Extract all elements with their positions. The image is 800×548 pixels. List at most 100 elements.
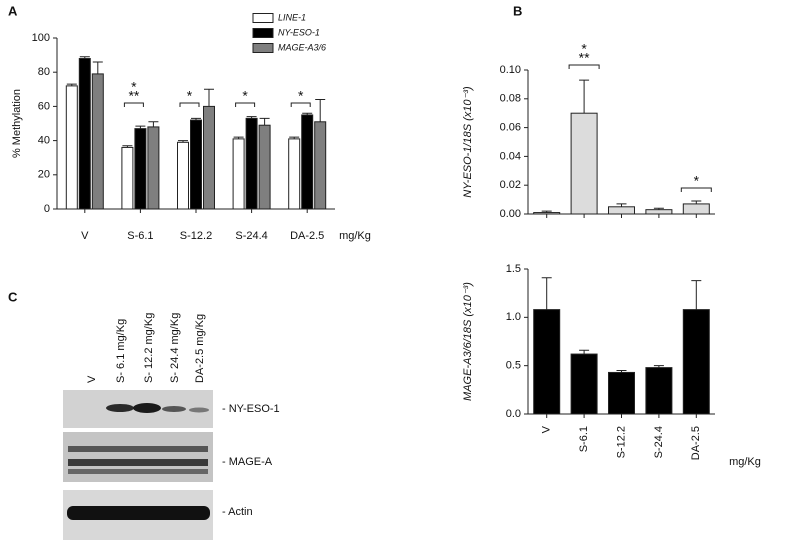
blot-band [67, 506, 210, 520]
bar [203, 105, 215, 210]
y-tick-label: 0.5 [506, 360, 521, 372]
error-bar [204, 88, 214, 107]
significance-bracket [680, 187, 712, 192]
error-bar [541, 277, 552, 310]
error-bar [541, 210, 552, 213]
bar [91, 73, 104, 210]
bar [682, 309, 710, 415]
bar [533, 212, 561, 215]
x-tick-label: S-12.2 [615, 426, 627, 458]
blot-band [68, 446, 208, 452]
bar [608, 371, 635, 415]
bar [301, 114, 314, 210]
error-bar [579, 349, 590, 355]
error-bar [302, 112, 313, 115]
blot-band [162, 406, 186, 412]
bar [314, 121, 327, 210]
bar [232, 138, 245, 210]
significance-mark: * [581, 41, 587, 57]
blot-band [189, 407, 209, 413]
panel-label: C [8, 289, 18, 304]
legend-swatch [252, 13, 274, 23]
x-tick-label: S-12.2 [180, 230, 212, 242]
error-bar [148, 121, 159, 127]
y-tick-label: 20 [38, 169, 50, 181]
error-bar [315, 99, 326, 122]
lane-label: V [86, 375, 98, 383]
y-tick-label: 40 [38, 135, 50, 147]
bar [65, 85, 78, 210]
y-tick-label: 0.00 [500, 208, 521, 220]
error-bar [178, 140, 188, 143]
bar [121, 146, 134, 210]
y-tick-label: 0.04 [500, 150, 521, 162]
error-bar [122, 145, 133, 148]
significance-bracket [179, 102, 200, 107]
significance-bracket [123, 102, 144, 107]
x-tick-label: DA-2.5 [290, 230, 324, 242]
y-tick-label: 60 [38, 100, 50, 112]
error-bar [616, 203, 627, 207]
bar [645, 209, 673, 215]
y-tick-label: 0.02 [500, 179, 521, 191]
y-axis-label: MAGE-A3/6/18S (x10⁻³) [462, 282, 474, 401]
y-tick-label: 0 [44, 203, 50, 215]
lane-label: S- 6.1 mg/Kg [115, 319, 127, 383]
blot-band [68, 459, 208, 466]
bar [608, 206, 635, 215]
bar [134, 128, 147, 210]
error-bar [691, 200, 702, 204]
error-bar [79, 56, 90, 59]
significance-mark: * [298, 88, 304, 104]
x-tick-label: V [541, 425, 553, 433]
y-axis-label: % Methylation [11, 89, 23, 158]
y-tick-label: 0.08 [500, 93, 521, 105]
error-bar [246, 116, 257, 119]
bar [147, 126, 160, 210]
significance-bracket [568, 64, 600, 69]
legend-label: MAGE-A3/6 [278, 42, 326, 52]
y-tick-label: 1.5 [506, 263, 521, 275]
y-tick-label: 0.0 [506, 408, 521, 420]
error-bar [653, 207, 664, 210]
error-bar [289, 136, 300, 139]
band-label: - NY-ESO-1 [222, 403, 280, 415]
lane-label: S- 24.4 mg/Kg [169, 313, 181, 383]
significance-mark: ** [579, 50, 590, 66]
legend-label: LINE-1 [278, 12, 306, 22]
error-bar [92, 61, 103, 74]
legend-label: NY-ESO-1 [278, 27, 320, 37]
bar [190, 119, 202, 210]
y-tick-label: 0.10 [500, 64, 521, 76]
x-tick-label: S-24.4 [653, 426, 665, 458]
y-tick-label: 100 [32, 32, 50, 44]
lane-label: DA-2.5 mg/Kg [194, 314, 206, 383]
y-axis-label: NY-ESO-1/18S (x10⁻³) [462, 86, 474, 198]
significance-mark: ** [128, 88, 139, 104]
y-tick-label: 1.0 [506, 311, 521, 323]
error-bar [616, 370, 627, 373]
significance-mark: * [694, 173, 700, 189]
error-bar [191, 117, 201, 121]
bar [245, 117, 258, 210]
legend-swatch [252, 28, 274, 38]
bar [570, 112, 598, 215]
x-tick-label: S-24.4 [235, 230, 267, 242]
error-bar [653, 365, 664, 368]
bar [682, 203, 710, 215]
bar [258, 124, 271, 210]
significance-mark: * [131, 79, 137, 95]
bar [570, 353, 598, 415]
error-bar [579, 79, 590, 114]
band-label: - Actin [222, 506, 253, 518]
bar [288, 138, 301, 210]
bar [177, 141, 189, 210]
y-tick-label: 0.06 [500, 122, 521, 134]
band-label: - MAGE-A [222, 456, 273, 468]
blot-band [68, 469, 208, 474]
error-bar [135, 125, 146, 129]
bar [645, 367, 673, 415]
error-bar [233, 136, 244, 139]
